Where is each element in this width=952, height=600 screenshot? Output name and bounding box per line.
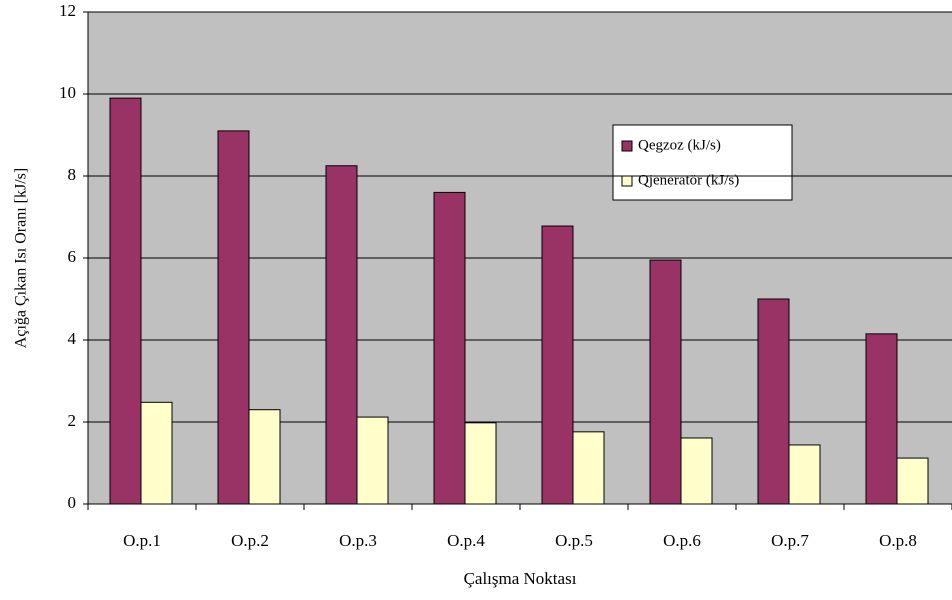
y-tick-label: 10: [59, 83, 76, 102]
x-axis-label: Çalışma Noktası: [464, 569, 577, 588]
bar: [896, 457, 929, 505]
bar: [325, 165, 358, 505]
bar: [109, 97, 142, 505]
x-tick-label: O.p.2: [231, 531, 269, 550]
bar: [649, 259, 682, 505]
x-tick-label: O.p.8: [879, 531, 917, 550]
legend: Qegzoz (kJ/s) Qjeneratör (kJ/s): [612, 124, 793, 201]
legend-label: Qjeneratör (kJ/s): [638, 172, 739, 188]
y-axis-label: Açığa Çıkan Isı Oranı [kJ/s]: [13, 168, 30, 348]
bar: [248, 409, 281, 505]
bar: [865, 333, 898, 505]
legend-swatch: [621, 175, 633, 187]
bar: [356, 416, 389, 505]
x-tick-label: O.p.1: [123, 531, 161, 550]
y-tick-label: 6: [68, 247, 77, 266]
x-tick-label: O.p.4: [447, 531, 485, 550]
x-tick-label: O.p.3: [339, 531, 377, 550]
x-tick-label: O.p.6: [663, 531, 701, 550]
x-tick-label: O.p.5: [555, 531, 593, 550]
y-tick-label: 4: [68, 329, 77, 348]
bar: [541, 225, 574, 505]
bar: [140, 401, 173, 505]
bar: [788, 444, 821, 505]
bar: [757, 298, 790, 505]
y-tick-label: 12: [59, 1, 76, 20]
bar: [464, 422, 497, 505]
legend-label: Qegzoz (kJ/s): [638, 137, 721, 153]
bar: [217, 130, 250, 505]
x-tick-label: O.p.7: [771, 531, 809, 550]
legend-box: [612, 124, 793, 201]
bar: [433, 191, 466, 505]
y-tick-label: 8: [68, 165, 77, 184]
legend-swatch: [621, 140, 633, 152]
bar: [680, 437, 713, 505]
bar: [572, 431, 605, 505]
y-tick-label: 2: [68, 411, 77, 430]
y-tick-label: 0: [68, 493, 77, 512]
